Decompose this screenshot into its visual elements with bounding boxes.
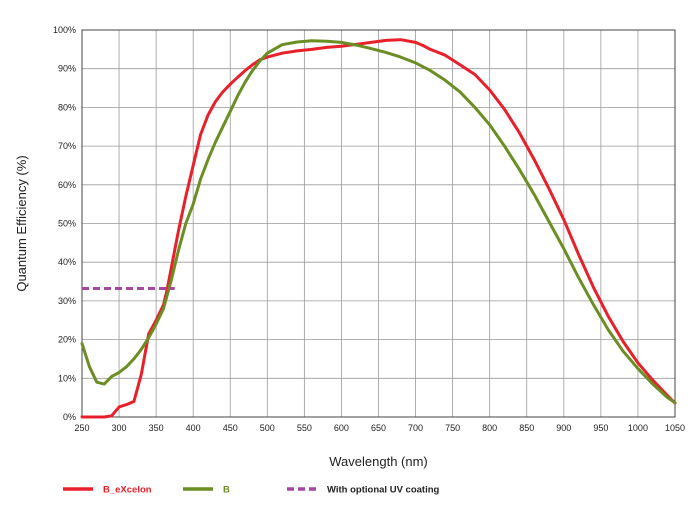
- x-tick-label: 500: [260, 423, 275, 433]
- y-tick-label: 50%: [58, 219, 76, 229]
- y-tick-label: 30%: [58, 296, 76, 306]
- x-tick-label: 600: [334, 423, 349, 433]
- x-tick-label: 300: [112, 423, 127, 433]
- y-tick-label: 80%: [58, 102, 76, 112]
- x-tick-label: 400: [186, 423, 201, 433]
- x-tick-label: 850: [519, 423, 534, 433]
- legend-label: B: [223, 485, 230, 496]
- x-axis-title: Wavelength (nm): [329, 454, 428, 469]
- y-tick-label: 100%: [53, 25, 76, 35]
- x-tick-label: 550: [297, 423, 312, 433]
- y-tick-label: 20%: [58, 335, 76, 345]
- x-tick-label: 700: [408, 423, 423, 433]
- grid-lines: [81, 29, 676, 418]
- x-tick-label: 900: [556, 423, 571, 433]
- legend-label: With optional UV coating: [327, 485, 440, 496]
- series-layer: [80, 38, 677, 419]
- x-tick-label: 350: [149, 423, 164, 433]
- legend: B_eXcelon B With optional UV coating: [63, 485, 440, 496]
- legend-label: B_eXcelon: [103, 485, 152, 496]
- y-tick-label: 40%: [58, 257, 76, 267]
- x-tick-label: 650: [371, 423, 386, 433]
- series-line-b-excelon: [80, 38, 677, 419]
- y-tick-label: 60%: [58, 180, 76, 190]
- x-tick-label: 950: [593, 423, 608, 433]
- y-tick-labels: 0% 10% 20% 30% 40% 50% 60% 70% 80% 90% 100%: [53, 25, 76, 422]
- x-tick-label: 1000: [628, 423, 648, 433]
- plot-frame: [81, 29, 676, 418]
- x-tick-label: 1050: [665, 423, 685, 433]
- x-tick-labels: 250 300 350 400 450 500 550 600 650 700 750 800 850 9…: [74, 423, 685, 433]
- y-axis-title: Quantum Efficiency (%): [14, 155, 29, 291]
- x-tick-label: 250: [74, 423, 89, 433]
- y-tick-label: 70%: [58, 141, 76, 151]
- y-tick-label: 10%: [58, 373, 76, 383]
- series-line-b: [80, 39, 677, 405]
- y-tick-label: 90%: [58, 64, 76, 74]
- y-tick-label: 0%: [63, 412, 76, 422]
- x-tick-label: 450: [223, 423, 238, 433]
- x-tick-label: 800: [482, 423, 497, 433]
- x-tick-label: 750: [445, 423, 460, 433]
